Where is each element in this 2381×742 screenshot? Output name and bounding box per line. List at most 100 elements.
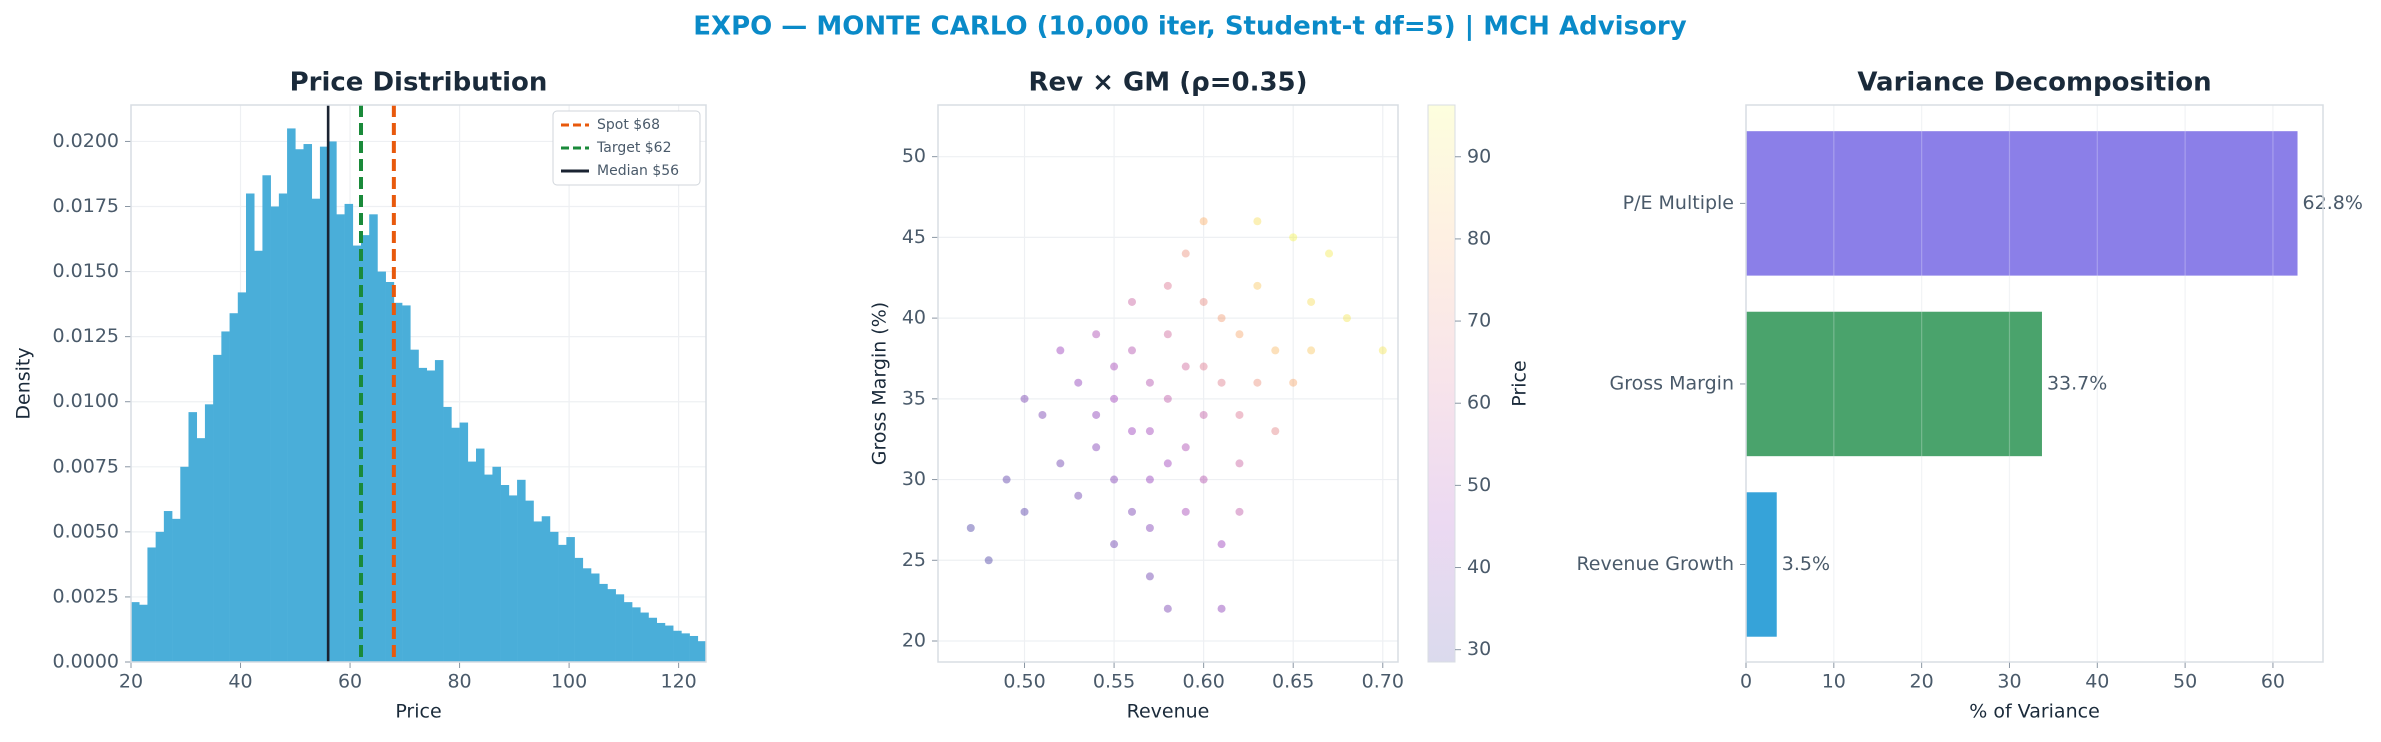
y-tick-label: 35 xyxy=(902,387,926,409)
x-tick-label: 100 xyxy=(551,671,587,693)
x-tick-label: 0 xyxy=(1740,671,1752,693)
value-label: 3.5% xyxy=(1782,553,1830,575)
scatter-point xyxy=(1378,346,1387,355)
scatter-point xyxy=(1181,443,1190,452)
histogram-bar xyxy=(476,448,485,662)
histogram-bar xyxy=(131,602,140,662)
histogram-bar xyxy=(180,466,189,662)
histogram-bar xyxy=(656,622,666,662)
histogram-bar xyxy=(434,360,444,662)
colorbar-tick-label: 30 xyxy=(1467,638,1491,660)
histogram-bar xyxy=(426,370,436,662)
plot-frame xyxy=(937,104,1399,663)
scatter-point xyxy=(1145,378,1154,387)
histogram-bar xyxy=(229,313,239,662)
figure-title: EXPO — MONTE CARLO (10,000 iter, Student… xyxy=(693,12,1686,42)
histogram-bar xyxy=(237,292,247,662)
scatter-point xyxy=(1253,217,1262,226)
x-tick-label: 120 xyxy=(660,671,696,693)
histogram-bar xyxy=(319,146,329,662)
histogram-bar xyxy=(418,367,428,662)
scatter-point xyxy=(1235,507,1244,516)
x-tick-label: 20 xyxy=(119,671,143,693)
x-tick-label: 40 xyxy=(2085,671,2109,693)
scatter-point xyxy=(1325,249,1334,258)
x-tick-label: 60 xyxy=(338,671,362,693)
scatter-point xyxy=(1289,378,1298,387)
scatter-point xyxy=(1199,362,1208,371)
histogram-bar xyxy=(459,422,469,662)
histogram-bar xyxy=(697,641,707,662)
x-tick-label: 0.70 xyxy=(1362,671,1404,693)
histogram-bar xyxy=(147,547,156,662)
scatter-point xyxy=(1163,459,1172,468)
histogram-bar xyxy=(591,573,600,662)
bar xyxy=(1746,131,2298,276)
scatter-point xyxy=(1235,410,1244,419)
bar xyxy=(1746,492,1777,637)
x-tick-label: 0.50 xyxy=(1003,671,1045,693)
scatter-point xyxy=(1074,491,1083,500)
colorbar-tick-label: 40 xyxy=(1467,556,1491,578)
y-tick-label: P/E Multiple xyxy=(1623,192,1734,214)
scatter-point xyxy=(1253,281,1262,290)
plot-frame xyxy=(130,104,707,663)
y-tick-label: 0.0075 xyxy=(53,455,119,477)
histogram-bar xyxy=(558,544,567,662)
y-axis-label: Gross Margin (%) xyxy=(869,302,891,465)
y-tick-label: 0.0050 xyxy=(53,520,119,542)
histogram-bar xyxy=(311,198,321,662)
chart-title: Variance Decomposition xyxy=(1857,68,2211,98)
scatter-point xyxy=(1074,378,1083,387)
scatter-point xyxy=(1217,604,1226,613)
x-axis-label: Revenue xyxy=(1127,701,1210,723)
histogram-bar xyxy=(615,594,625,662)
legend-label: Target $62 xyxy=(596,140,671,156)
scatter-point xyxy=(1199,475,1208,484)
y-axis-label: Density xyxy=(13,347,35,419)
histogram-bar xyxy=(664,625,674,662)
histogram-bar xyxy=(328,141,337,662)
histogram-bar xyxy=(377,271,386,662)
histogram-bar xyxy=(443,406,452,662)
scatter-point xyxy=(1020,394,1029,403)
scatter-point xyxy=(1038,410,1047,419)
scatter-point xyxy=(1110,362,1119,371)
plot-frame xyxy=(1745,104,2324,663)
x-tick-label: 0.55 xyxy=(1093,671,1135,693)
chart-title: Rev × GM (ρ=0.35) xyxy=(1028,68,1307,98)
bar xyxy=(1746,311,2042,457)
histogram-bar xyxy=(607,589,616,662)
y-tick-label: 45 xyxy=(902,226,926,248)
histogram-bar xyxy=(574,557,584,662)
histogram-bar xyxy=(213,354,222,662)
histogram-bar xyxy=(172,518,181,662)
colorbar-label: Price xyxy=(1509,360,1531,406)
scatter-point xyxy=(1127,297,1136,306)
scatter-point xyxy=(1342,314,1351,323)
y-tick-label: 50 xyxy=(902,145,926,167)
histogram-bar xyxy=(640,612,649,662)
histogram-bar xyxy=(361,235,370,662)
scatter-point xyxy=(1145,475,1154,484)
scatter-point xyxy=(1020,507,1029,516)
colorbar-tick-label: 70 xyxy=(1467,310,1491,332)
histogram-bar xyxy=(163,511,173,662)
scatter-point xyxy=(1092,330,1101,339)
histogram-bar xyxy=(648,617,658,662)
scatter-point xyxy=(1127,427,1136,436)
y-tick-label: 30 xyxy=(902,468,926,490)
scatter-point xyxy=(1127,346,1136,355)
scatter-point xyxy=(1110,394,1119,403)
histogram-bar xyxy=(681,633,690,662)
colorbar xyxy=(1427,104,1456,663)
x-tick-label: 0.65 xyxy=(1272,671,1314,693)
histogram-bar xyxy=(270,206,280,662)
scatter-point xyxy=(1271,346,1280,355)
scatter-point xyxy=(984,556,993,565)
scatter-point xyxy=(1253,378,1262,387)
histogram-bar xyxy=(344,203,354,662)
x-tick-label: 30 xyxy=(1997,671,2021,693)
scatter-point xyxy=(1217,314,1226,323)
histogram-bar xyxy=(303,144,313,662)
